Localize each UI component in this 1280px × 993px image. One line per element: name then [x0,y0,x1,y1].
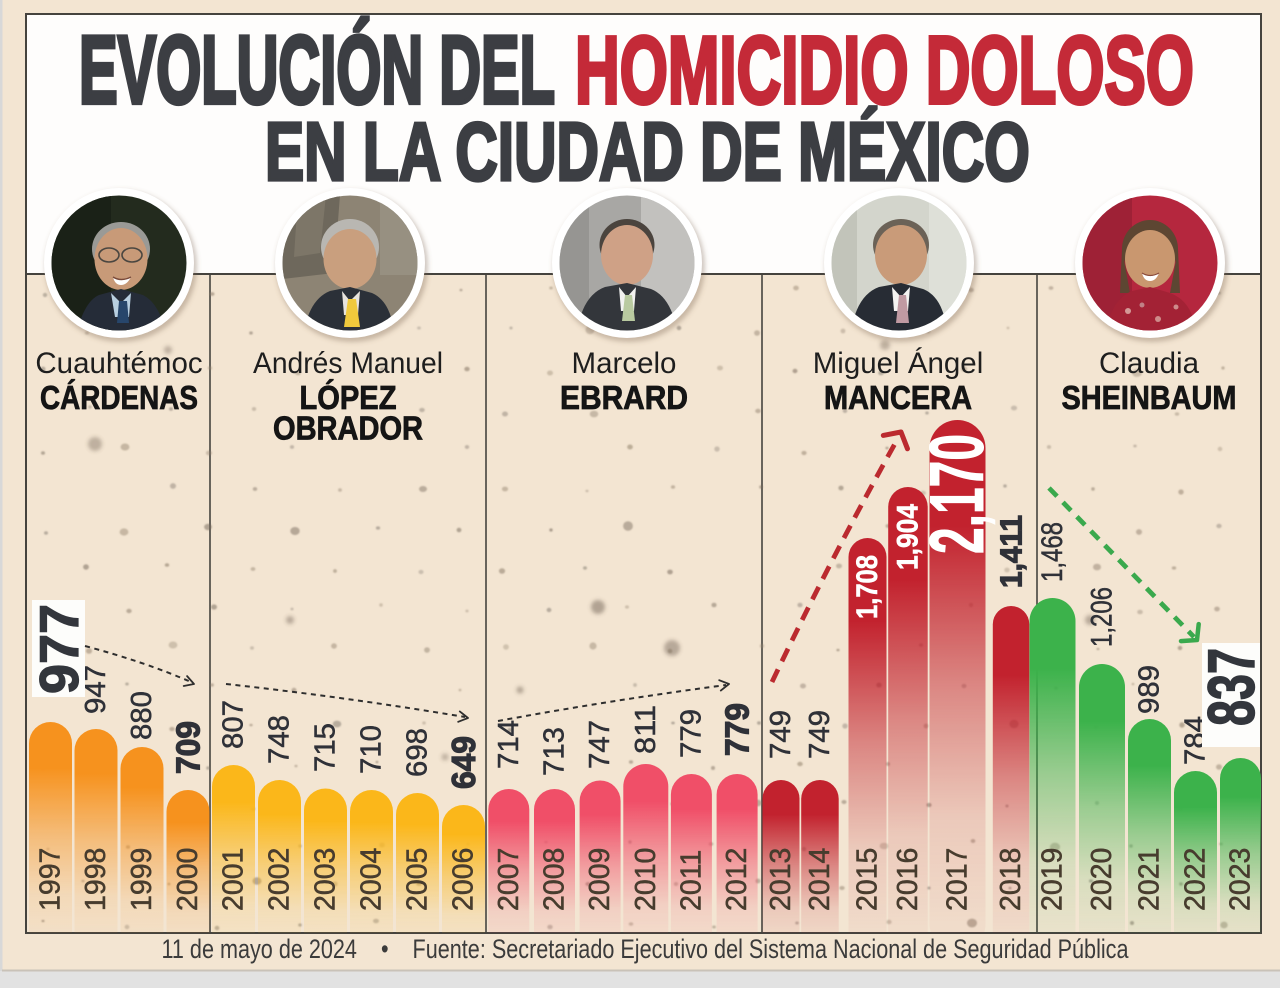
svg-text:2019: 2019 [1037,848,1069,911]
svg-text:Andrés Manuel: Andrés Manuel [253,347,443,380]
svg-text:698: 698 [402,728,434,777]
svg-text:2021: 2021 [1134,848,1166,911]
svg-text:811: 811 [630,705,662,754]
svg-text:Claudia: Claudia [1099,347,1200,380]
svg-text:1,468: 1,468 [1036,522,1069,582]
svg-text:2010: 2010 [630,848,662,911]
svg-text:EVOLUCIÓN DEL: EVOLUCIÓN DEL [79,16,555,124]
svg-text:11 de mayo de 2024 • Fue: 11 de mayo de 2024 • Fuente: Secretariad… [162,934,1130,964]
svg-text:Cuauhtémoc: Cuauhtémoc [35,347,202,380]
svg-text:749: 749 [804,710,836,759]
svg-text:2015: 2015 [852,848,884,911]
svg-text:2013: 2013 [765,848,797,911]
svg-text:749: 749 [765,710,797,759]
svg-text:2014: 2014 [804,847,836,911]
svg-text:2011: 2011 [675,850,707,911]
svg-text:1,904: 1,904 [892,504,925,570]
svg-text:2008: 2008 [539,848,571,911]
svg-text:714: 714 [493,720,525,769]
svg-text:2016: 2016 [892,848,924,911]
svg-text:807: 807 [218,700,250,749]
svg-text:779: 779 [719,703,756,756]
svg-text:Marcelo: Marcelo [572,347,677,380]
svg-text:2000: 2000 [172,848,204,911]
svg-text:713: 713 [539,727,571,776]
svg-text:649: 649 [445,736,482,789]
svg-text:747: 747 [584,720,616,769]
svg-text:MANCERA: MANCERA [824,379,972,416]
svg-text:715: 715 [310,723,342,772]
svg-text:Miguel Ángel: Miguel Ángel [813,347,984,380]
svg-text:779: 779 [675,709,707,758]
svg-text:SHEINBAUM: SHEINBAUM [1062,379,1237,416]
svg-text:947: 947 [80,665,112,714]
svg-text:977: 977 [28,604,90,694]
svg-text:2009: 2009 [584,848,616,911]
svg-text:880: 880 [126,691,158,740]
svg-text:1,708: 1,708 [851,555,884,619]
svg-text:2020: 2020 [1086,848,1118,911]
svg-text:LÓPEZ: LÓPEZ [300,379,397,416]
svg-text:OBRADOR: OBRADOR [273,410,423,447]
svg-text:2018: 2018 [995,848,1027,911]
svg-text:2001: 2001 [218,848,250,911]
svg-text:CÁRDENAS: CÁRDENAS [40,379,198,416]
svg-text:1999: 1999 [126,848,158,911]
svg-text:1997: 1997 [35,848,67,911]
svg-text:EN LA CIUDAD DE MÉXICO: EN LA CIUDAD DE MÉXICO [265,106,1030,198]
svg-text:2017: 2017 [942,848,974,911]
svg-text:2,170: 2,170 [915,434,1000,554]
svg-text:2012: 2012 [721,848,753,911]
svg-text:2005: 2005 [402,848,434,911]
svg-text:1,411: 1,411 [994,515,1029,588]
svg-text:989: 989 [1134,665,1166,714]
svg-text:710: 710 [356,725,388,774]
svg-text:HOMICIDIO DOLOSO: HOMICIDIO DOLOSO [575,17,1194,124]
svg-text:2023: 2023 [1225,848,1257,911]
svg-text:1,206: 1,206 [1086,587,1119,647]
svg-text:2007: 2007 [493,848,525,911]
svg-text:709: 709 [170,721,207,774]
svg-text:837: 837 [1194,648,1268,726]
svg-text:2004: 2004 [356,847,388,911]
svg-text:1998: 1998 [80,848,112,911]
svg-text:2022: 2022 [1180,848,1212,911]
svg-text:2003: 2003 [310,848,342,911]
svg-text:2002: 2002 [264,848,296,911]
svg-text:748: 748 [264,715,296,764]
svg-text:EBRARD: EBRARD [560,379,688,416]
svg-text:2006: 2006 [448,848,480,911]
